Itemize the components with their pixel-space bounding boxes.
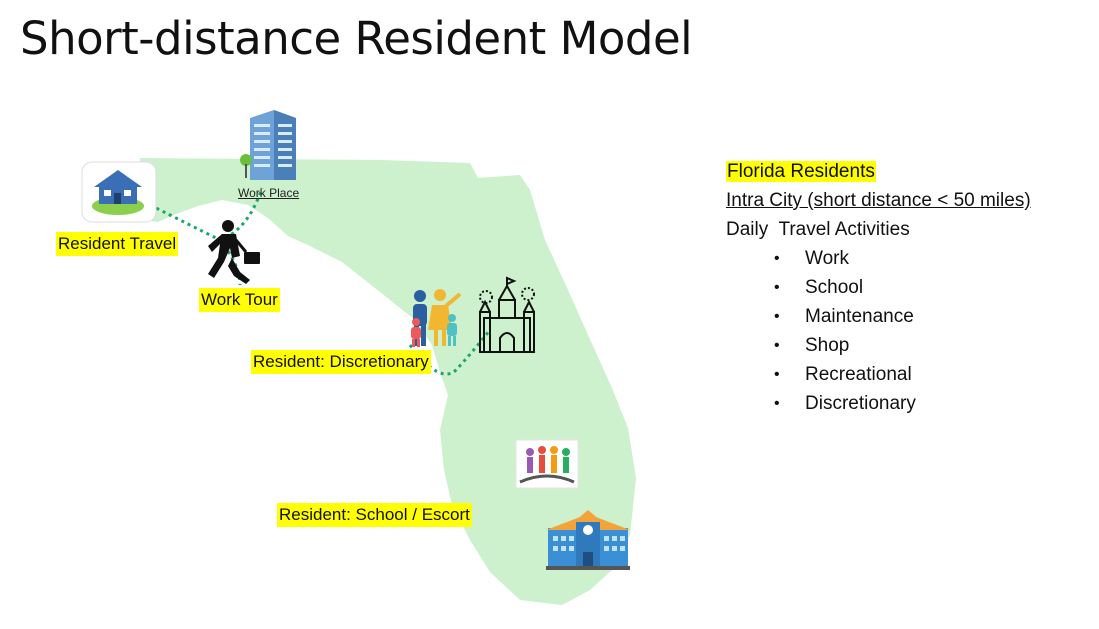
school-building-icon [546,510,630,570]
bullet-icon: • [774,308,780,325]
community-icon [515,439,579,489]
list-item: • Discretionary [726,389,1031,418]
info-panel: Florida Residents Intra City (short dist… [726,157,1031,418]
list-item: • Work [726,244,1031,273]
bullet-icon: • [774,366,780,383]
activities-list: • Work • School • Maintenance • Shop • Recrea… [726,244,1031,418]
business-person-icon [208,220,260,284]
slide-title: Short-distance Resident Model [20,12,693,65]
list-item: • School [726,273,1031,302]
bullet-icon: • [774,279,780,296]
work-place-label: Work Place [238,186,300,200]
bullet-icon: • [774,395,780,412]
florida-land [140,158,636,605]
bullet-icon: • [774,337,780,354]
list-item: • Maintenance [726,302,1031,331]
home-icon [81,161,157,223]
family-icon [411,289,462,347]
info-heading: Florida Residents [726,161,876,182]
school-escort-label: Resident: School / Escort [277,503,472,527]
resident-travel-label: Resident Travel [56,232,179,256]
discretionary-label: Resident: Discretionary [251,350,431,374]
activities-title: Daily Travel Activities [726,219,910,240]
list-item: • Recreational [726,360,1031,389]
office-building-icon [240,110,296,180]
castle-icon [479,276,535,353]
bullet-icon: • [774,250,780,267]
work-tour-label: Work Tour [199,288,280,312]
info-subheading: Intra City (short distance < 50 miles) [726,190,1031,211]
list-item: • Shop [726,331,1031,360]
